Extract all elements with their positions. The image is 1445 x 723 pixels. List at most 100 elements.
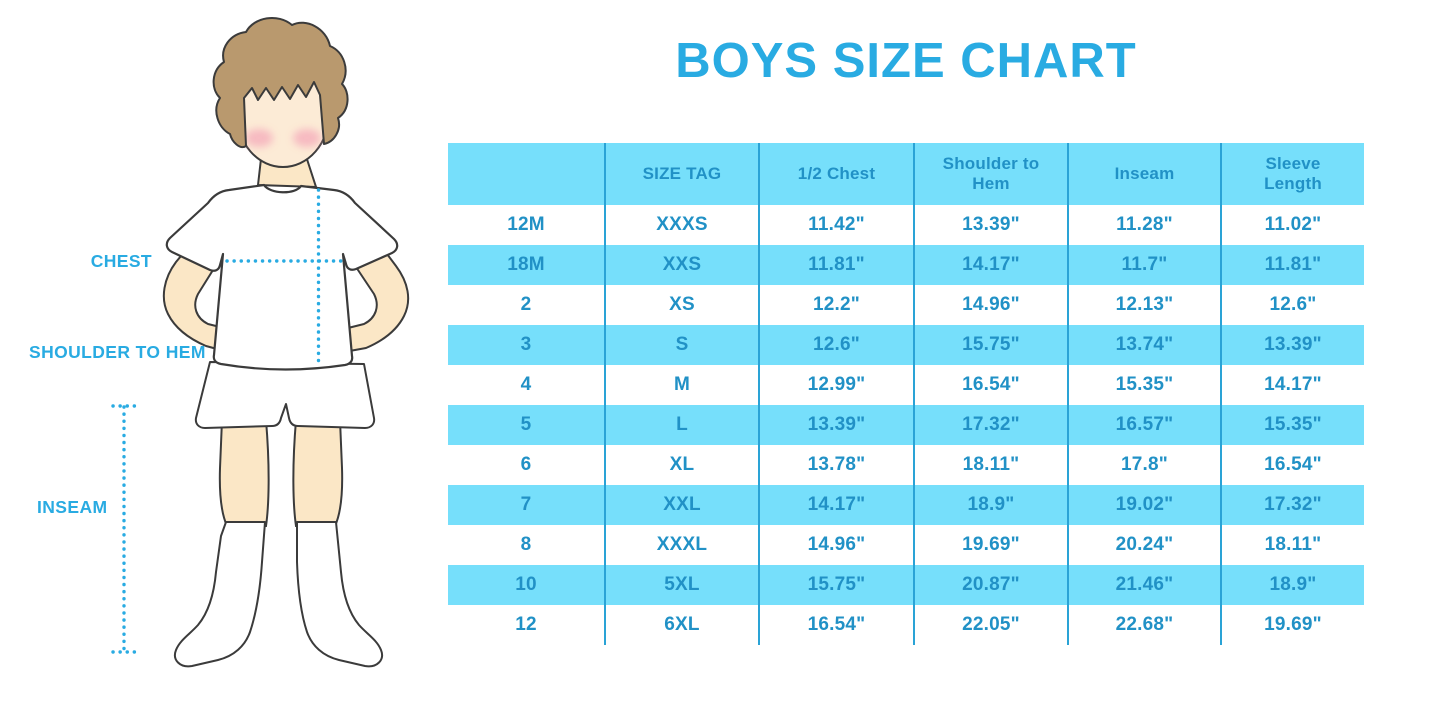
table-cell: S <box>604 325 758 365</box>
table-cell: 22.05" <box>913 605 1067 645</box>
column-header <box>448 143 604 205</box>
table-cell: 19.69" <box>913 525 1067 565</box>
boy-left-leg <box>218 419 270 527</box>
table-cell: 14.17" <box>758 485 913 525</box>
table-cell: 16.54" <box>758 605 913 645</box>
table-cell: XXS <box>604 245 758 285</box>
table-cell: 3 <box>520 334 532 355</box>
column-header: SIZE TAG <box>604 143 758 205</box>
table-cell: 13.39" <box>913 205 1067 245</box>
table-cell: XL <box>604 445 758 485</box>
table-cell: 19.69" <box>1220 605 1364 645</box>
table-cell: 17.32" <box>1220 485 1364 525</box>
table-cell: 11.02" <box>1220 205 1364 245</box>
table-cell: 15.35" <box>1067 365 1220 405</box>
table-cell: 10 <box>515 574 537 595</box>
size-table: SIZE TAG 1/2 Chest Shoulder to Hem Inseam Sl… <box>448 143 1364 645</box>
table-cell: 12.2" <box>758 285 913 325</box>
table-cell: 15.75" <box>758 565 913 605</box>
table-cell: 16.54" <box>913 365 1067 405</box>
table-cell: XXL <box>604 485 758 525</box>
boy-shirt <box>165 183 399 371</box>
table-row: 18M XXS 11.81" 14.17" 11.7" 11.81" <box>448 245 1364 285</box>
table-cell: 5 <box>520 414 532 435</box>
table-cell: 15.75" <box>913 325 1067 365</box>
table-cell: 12.6" <box>1220 285 1364 325</box>
table-cell: M <box>604 365 758 405</box>
table-cell: 13.78" <box>758 445 913 485</box>
boy-right-arm <box>339 241 410 353</box>
table-cell: 14.17" <box>1220 365 1364 405</box>
table-cell: 5XL <box>604 565 758 605</box>
table-cell: 22.68" <box>1067 605 1220 645</box>
table-cell: 16.54" <box>1220 445 1364 485</box>
table-cell: XXXL <box>604 525 758 565</box>
boy-illustration <box>111 16 410 668</box>
table-row: 12 6XL 16.54" 22.05" 22.68" 19.69" <box>448 605 1364 645</box>
table-cell: 13.74" <box>1067 325 1220 365</box>
inseam-label: INSEAM <box>37 497 108 517</box>
boy-shorts <box>194 361 376 429</box>
header-row: SIZE TAG 1/2 Chest Shoulder to Hem Inseam Sl… <box>448 143 1364 205</box>
table-row: 8 XXXL 14.96" 19.69" 20.24" 18.11" <box>448 525 1364 565</box>
table-row: 3 S 12.6" 15.75" 13.74" 13.39" <box>448 325 1364 365</box>
table-cell: 14.96" <box>758 525 913 565</box>
table-cell: 2 <box>520 294 532 315</box>
table-cell: 12M <box>507 214 545 235</box>
table-cell: 17.8" <box>1067 445 1220 485</box>
column-header: 1/2 Chest <box>758 143 913 205</box>
boy-figure: CHEST SHOULDER TO HEM INSEAM <box>0 0 450 723</box>
table-row: 2 XS 12.2" 14.96" 12.13" 12.6" <box>448 285 1364 325</box>
table-cell: 11.81" <box>758 245 913 285</box>
boy-blush-right <box>293 129 321 147</box>
table-cell: 12 <box>515 614 537 635</box>
table-cell: 14.96" <box>913 285 1067 325</box>
boy-left-sock <box>174 521 266 668</box>
table-cell: 18.9" <box>1220 565 1364 605</box>
table-cell: 16.57" <box>1067 405 1220 445</box>
table-cell: XXXS <box>604 205 758 245</box>
table-cell: 6XL <box>604 605 758 645</box>
table-cell: 11.42" <box>758 205 913 245</box>
table-row: 7 XXL 14.17" 18.9" 19.02" 17.32" <box>448 485 1364 525</box>
table-cell: 12.99" <box>758 365 913 405</box>
table-cell: 18M <box>507 254 545 275</box>
boy-right-sock <box>296 521 383 668</box>
table-cell: 11.81" <box>1220 245 1364 285</box>
table-cell: 12.13" <box>1067 285 1220 325</box>
table-cell: 12.6" <box>758 325 913 365</box>
table-cell: 13.39" <box>1220 325 1364 365</box>
shoulder-to-hem-label: SHOULDER TO HEM <box>29 342 206 362</box>
column-header: Sleeve Length <box>1220 143 1364 205</box>
table-cell: 4 <box>520 374 532 395</box>
table-cell: 11.28" <box>1067 205 1220 245</box>
table-row: 6 XL 13.78" 18.11" 17.8" 16.54" <box>448 445 1364 485</box>
table-cell: 7 <box>520 494 532 515</box>
table-row: 4 M 12.99" 16.54" 15.35" 14.17" <box>448 365 1364 405</box>
table-cell: L <box>604 405 758 445</box>
table-cell: 11.7" <box>1067 245 1220 285</box>
table-cell: XS <box>604 285 758 325</box>
table-cell: 8 <box>520 534 532 555</box>
table-cell: 17.32" <box>913 405 1067 445</box>
table-cell: 13.39" <box>758 405 913 445</box>
table-row: 10 5XL 15.75" 20.87" 21.46" 18.9" <box>448 565 1364 605</box>
page-title: BOYS SIZE CHART <box>675 34 1137 88</box>
column-header: Shoulder to Hem <box>913 143 1067 205</box>
table-cell: 20.87" <box>913 565 1067 605</box>
table-cell: 15.35" <box>1220 405 1364 445</box>
chest-label: CHEST <box>90 251 152 271</box>
table-row: 5 L 13.39" 17.32" 16.57" 15.35" <box>448 405 1364 445</box>
boy-right-leg <box>292 419 344 527</box>
table-row: 12M XXXS 11.42" 13.39" 11.28" 11.02" <box>448 205 1364 245</box>
table-cell: 14.17" <box>913 245 1067 285</box>
table-cell: 18.11" <box>913 445 1067 485</box>
column-header: Inseam <box>1067 143 1220 205</box>
table-cell: 19.02" <box>1067 485 1220 525</box>
table-cell: 6 <box>520 454 532 475</box>
table-cell: 20.24" <box>1067 525 1220 565</box>
table-cell: 18.9" <box>913 485 1067 525</box>
boy-blush-left <box>245 129 273 147</box>
table-cell: 21.46" <box>1067 565 1220 605</box>
